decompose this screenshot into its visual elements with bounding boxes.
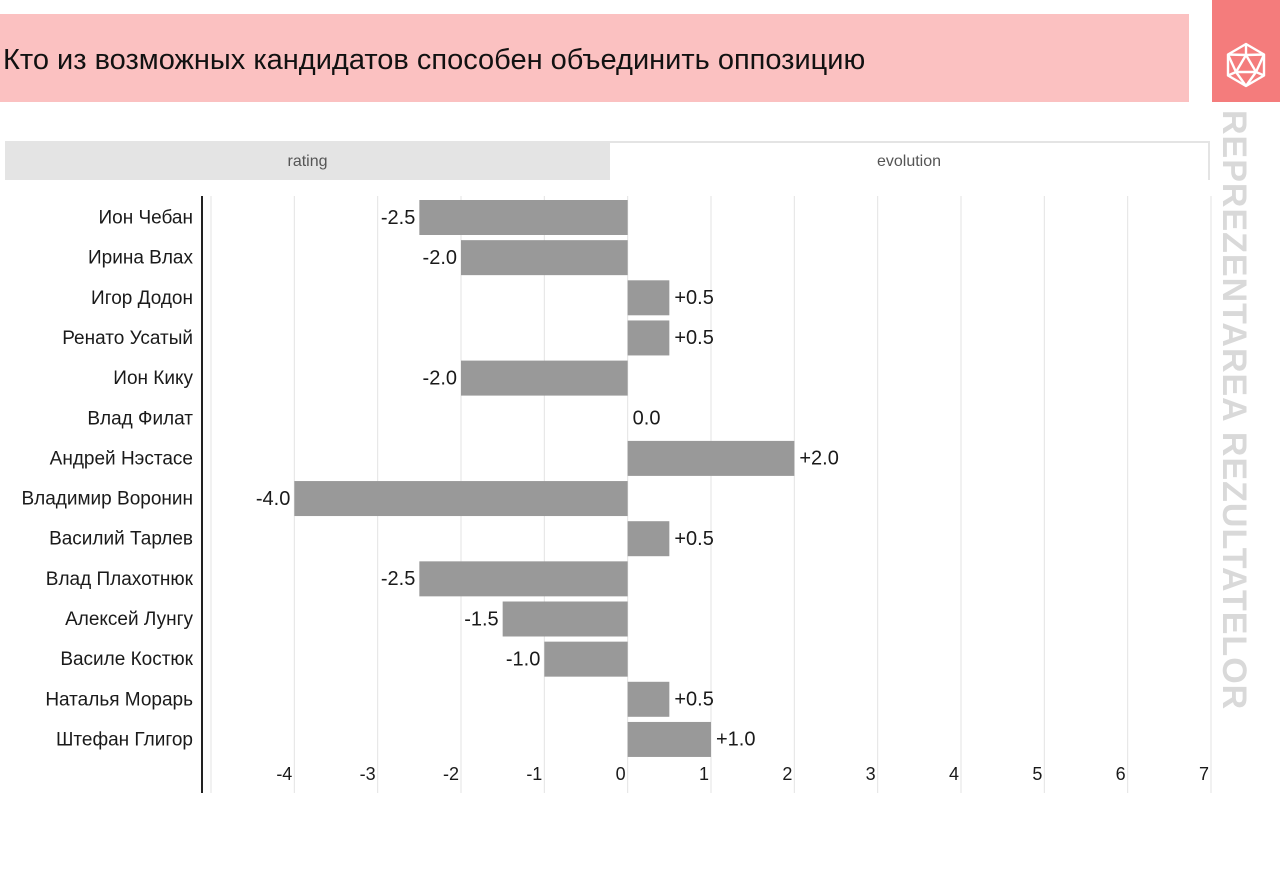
data-label: -2.0: [423, 247, 457, 269]
evolution-bar-chart: -2.5 Ион Чебан -2.0 Ирина Влах +0.5 Игор Додо…: [0, 190, 1230, 805]
x-tick-label: 7: [1199, 764, 1209, 784]
tab-bar: rating evolution: [5, 141, 1210, 180]
bar: [419, 561, 628, 597]
category-label: Василе Костюк: [60, 649, 193, 670]
data-label: -1.5: [464, 608, 498, 630]
data-label: +0.5: [674, 528, 713, 550]
x-tick-label: 2: [782, 764, 792, 784]
data-label: +2.0: [799, 448, 838, 470]
bar: [502, 601, 628, 637]
category-label: Ирина Влах: [88, 248, 194, 269]
bar: [627, 440, 795, 476]
x-tick-label: 3: [866, 764, 876, 784]
data-label: -2.0: [423, 367, 457, 389]
dice-d20-icon: [1226, 42, 1266, 88]
data-label: -2.5: [381, 568, 415, 590]
bar: [627, 681, 670, 717]
category-label: Игор Додон: [91, 288, 193, 309]
x-tick-label: 0: [616, 764, 626, 784]
bar: [627, 721, 711, 757]
category-label: Влад Плахотнюк: [46, 569, 194, 590]
category-label: Штефан Глигор: [56, 729, 193, 750]
category-label: Андрей Нэстасе: [50, 448, 193, 469]
data-label: +1.0: [716, 729, 755, 751]
x-tick-label: 6: [1116, 764, 1126, 784]
data-label: +0.5: [674, 287, 713, 309]
x-tick-label: -1: [526, 764, 542, 784]
chart-canvas: -2.5 Ион Чебан -2.0 Ирина Влах +0.5 Игор Додо…: [21, 196, 1212, 793]
bar: [461, 240, 628, 276]
bar: [627, 521, 670, 557]
bar: [461, 360, 628, 396]
data-label: +0.5: [674, 327, 713, 349]
brand-logo-box: [1212, 0, 1280, 102]
bar: [627, 320, 670, 356]
category-label: Ион Чебан: [98, 208, 193, 229]
x-tick-label: 1: [699, 764, 709, 784]
bar: [627, 280, 670, 316]
bar: [544, 641, 628, 677]
category-label: Ренато Усатый: [62, 328, 193, 349]
data-label: 0.0: [633, 408, 661, 430]
tab-rating[interactable]: rating: [5, 143, 610, 180]
data-label: +0.5: [674, 689, 713, 711]
tab-evolution[interactable]: evolution: [610, 143, 1208, 180]
data-label: -4.0: [256, 488, 290, 510]
data-label: -2.5: [381, 207, 415, 229]
category-label: Наталья Морарь: [45, 689, 193, 710]
bar: [294, 481, 628, 517]
title-bar: Кто из возможных кандидатов способен объ…: [0, 14, 1189, 102]
category-label: Владимир Воронин: [21, 489, 193, 510]
x-tick-label: -2: [443, 764, 459, 784]
category-label: Василий Тарлев: [49, 529, 193, 550]
data-label: -1.0: [506, 648, 540, 670]
category-label: Алексей Лунгу: [65, 609, 193, 630]
category-label: Ион Кику: [113, 368, 193, 389]
page-title: Кто из возможных кандидатов способен объ…: [3, 44, 866, 76]
x-tick-label: -3: [360, 764, 376, 784]
x-tick-label: 5: [1032, 764, 1042, 784]
category-label: Влад Филат: [87, 408, 193, 429]
x-tick-label: 4: [949, 764, 959, 784]
x-tick-label: -4: [276, 764, 292, 784]
bar: [419, 200, 628, 235]
